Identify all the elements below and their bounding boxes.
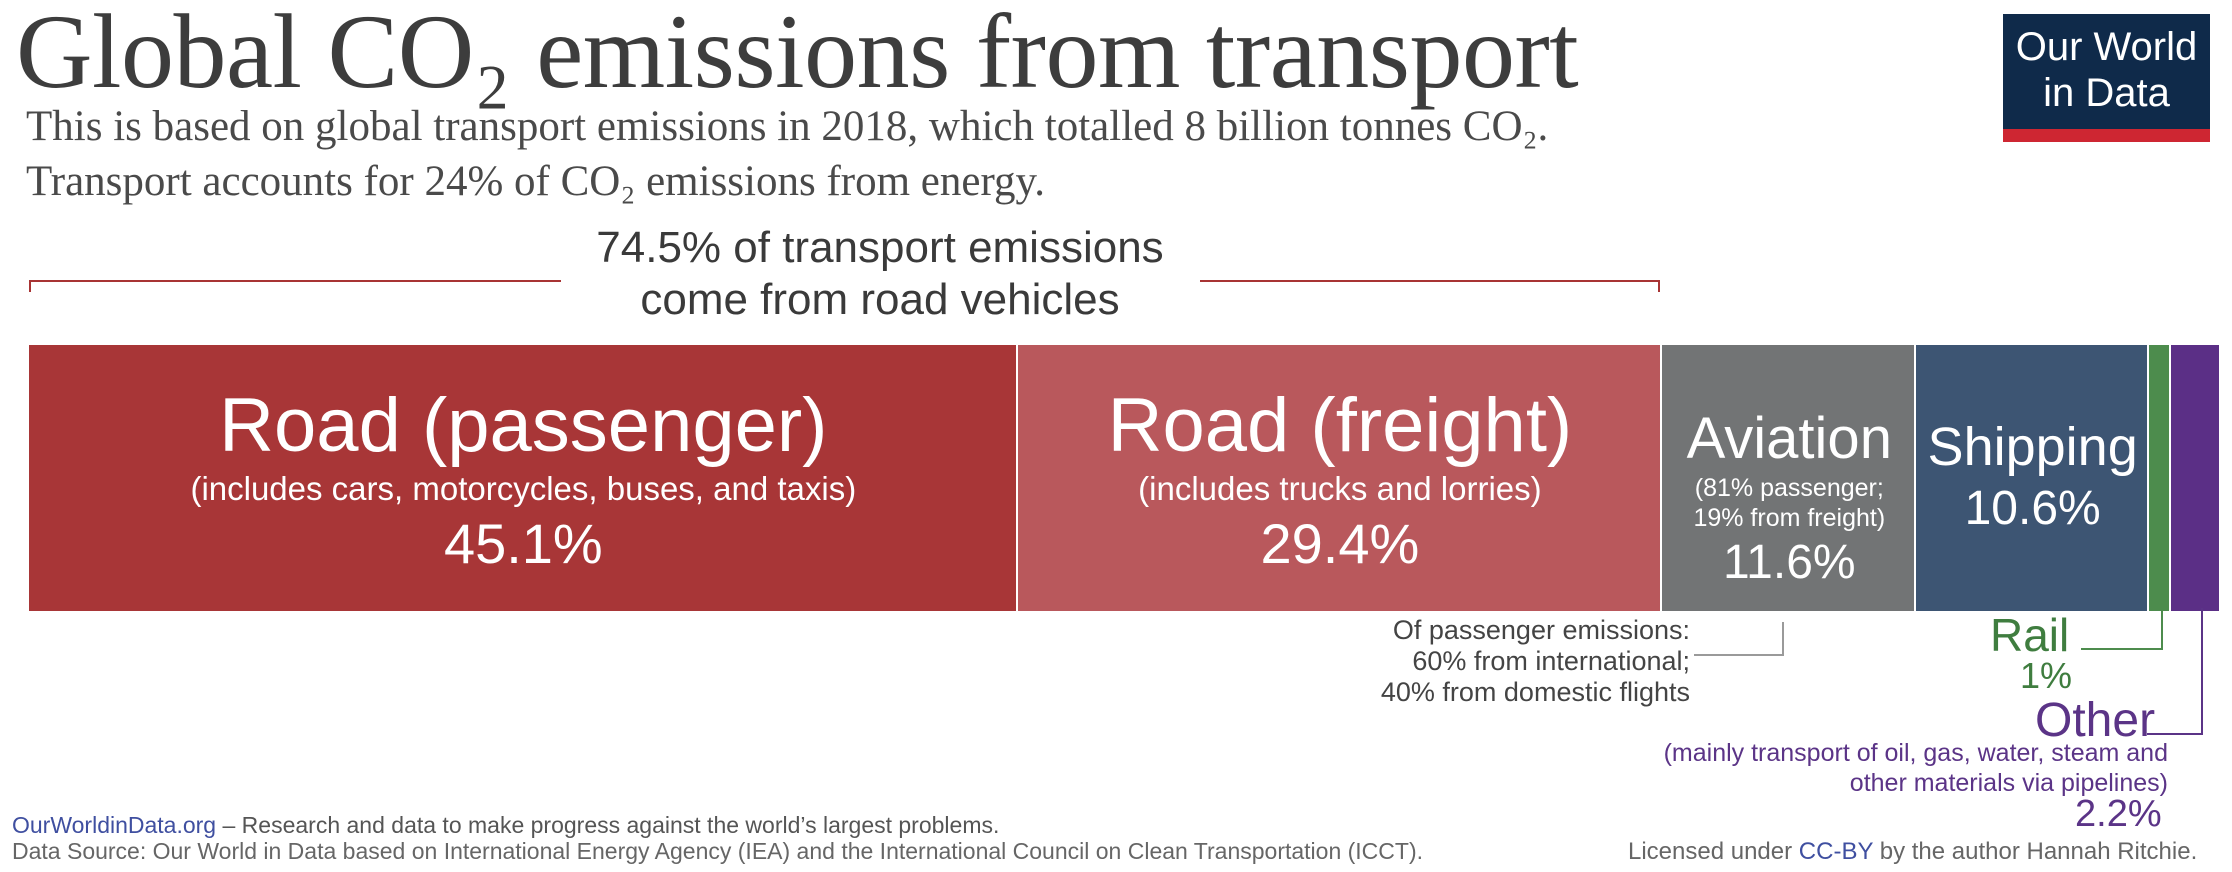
bar-segment-road-passenger xyxy=(29,345,1018,611)
road-freight-description: (includes trucks and lorries) xyxy=(1138,470,1542,507)
road-annotation: 74.5% of transport emissions come from r… xyxy=(560,222,1200,326)
logo-line-2: in Data xyxy=(2043,71,2170,115)
road-annotation-line-2: come from road vehicles xyxy=(640,275,1120,324)
stacked-bar: Road (passenger) (includes cars, motorcy… xyxy=(29,345,2219,611)
shipping-name: Shipping xyxy=(1927,417,2138,477)
aviation-name: Aviation xyxy=(1686,406,1892,471)
rail-name: Rail xyxy=(1990,609,2070,661)
road-passenger-name: Road (passenger) xyxy=(219,383,828,468)
rail-value: 1% xyxy=(2020,655,2073,696)
road-bracket-right xyxy=(1200,280,1660,292)
shipping-label: Shipping 10.6% xyxy=(1916,345,2148,539)
other-value: 2.2% xyxy=(2075,793,2162,835)
footer-source: Data Source: Our World in Data based on … xyxy=(12,838,1423,864)
other-description-line-1: (mainly transport of oil, gas, water, st… xyxy=(1663,739,2168,767)
road-passenger-value: 45.1% xyxy=(443,512,603,575)
bar-segment-aviation xyxy=(1662,345,1917,611)
road-freight-name: Road (freight) xyxy=(1107,383,1573,468)
aviation-value: 11.6% xyxy=(1723,536,1856,589)
footer-tagline: OurWorldinData.org – Research and data t… xyxy=(12,812,999,839)
aviation-note-line-2: 60% from international; xyxy=(1412,646,1690,676)
road-passenger-label: Road (passenger) (includes cars, motorcy… xyxy=(29,345,1018,579)
rail-connector xyxy=(2081,608,2163,650)
road-passenger-description: (includes cars, motorcycles, buses, and … xyxy=(190,470,857,507)
subtitle-line-2: Transport accounts for 24% of CO₂ emissi… xyxy=(26,158,1045,205)
owid-logo[interactable]: Our World in Data xyxy=(2003,14,2210,142)
chart-title: Global CO₂ emissions from transport xyxy=(16,0,1579,110)
aviation-note-line-3: 40% from domestic flights xyxy=(1380,677,1690,707)
footer-tagline-text: – Research and data to make progress aga… xyxy=(216,812,1000,838)
road-annotation-line-1: 74.5% of transport emissions xyxy=(596,223,1164,272)
aviation-note: Of passenger emissions: 60% from interna… xyxy=(1290,615,1690,708)
license-prefix: Licensed under xyxy=(1628,838,1799,865)
license-suffix: by the author Hannah Ritchie. xyxy=(1873,838,2198,865)
bar-segment-shipping xyxy=(1916,345,2149,611)
bar-segment-road-freight xyxy=(1017,345,1663,611)
footer-license: Licensed under CC-BY by the author Hanna… xyxy=(1628,838,2197,866)
subtitle-line-1: This is based on global transport emissi… xyxy=(26,103,1549,150)
other-description: (mainly transport of oil, gas, water, st… xyxy=(1640,738,2168,798)
aviation-description-line-2: 19% from freight) xyxy=(1693,504,1886,532)
logo-line-1: Our World xyxy=(2015,25,2198,69)
bar-segment-other xyxy=(2170,345,2219,611)
aviation-note-connector xyxy=(1694,622,1784,656)
aviation-description-line-1: (81% passenger; xyxy=(1694,474,1884,502)
aviation-label: Aviation (81% passenger; 19% from freigh… xyxy=(1662,345,1916,593)
other-description-line-2: other materials via pipelines) xyxy=(1849,769,2168,797)
other-connector xyxy=(2147,608,2203,735)
other-name: Other xyxy=(2035,694,2156,747)
road-freight-value: 29.4% xyxy=(1260,512,1420,575)
road-freight-label: Road (freight) (includes trucks and lorr… xyxy=(1018,345,1663,579)
road-bracket-left xyxy=(29,280,561,292)
bar-segment-rail xyxy=(2148,345,2171,611)
license-link[interactable]: CC-BY xyxy=(1798,838,1874,865)
shipping-value: 10.6% xyxy=(1964,482,2101,535)
aviation-note-line-1: Of passenger emissions: xyxy=(1392,615,1690,645)
footer-site-link[interactable]: OurWorldinData.org xyxy=(12,812,217,838)
